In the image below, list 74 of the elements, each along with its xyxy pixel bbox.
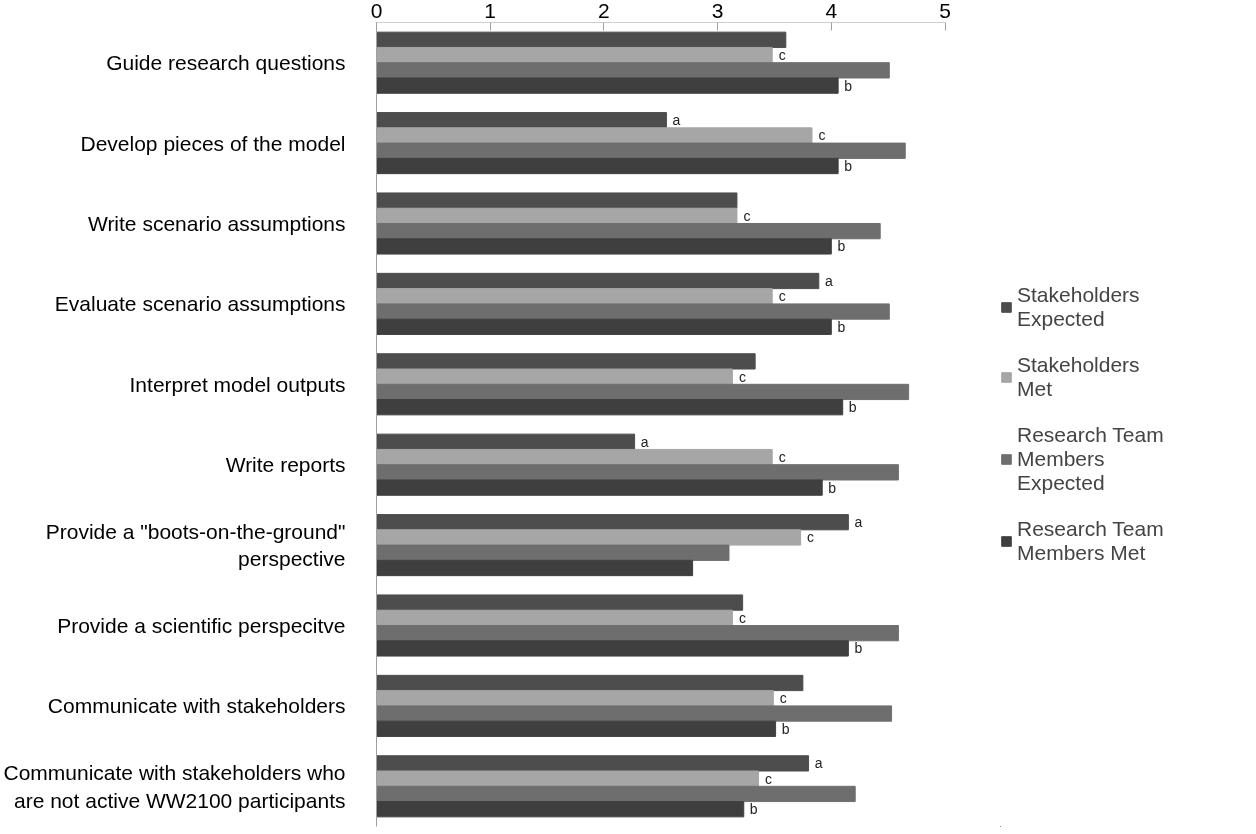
bar <box>376 640 849 657</box>
x-tick-label: 4 <box>825 0 838 22</box>
data-label: b <box>854 640 863 657</box>
legend-label: Research Team Members Met <box>1017 517 1164 565</box>
data-label: a <box>854 514 863 531</box>
bar <box>376 705 893 722</box>
bar <box>376 353 756 370</box>
y-tick-label: Communicate with stakeholders who are not active WW2100 participants <box>3 761 346 812</box>
y-tick-label: Guide research questions <box>106 51 346 75</box>
data-label: c <box>743 207 751 224</box>
data-label: c <box>778 288 786 305</box>
x-tick-label: 5 <box>939 0 951 22</box>
bar <box>376 303 890 320</box>
data-label: a <box>672 112 681 129</box>
bar <box>376 192 738 209</box>
bar <box>376 674 804 692</box>
data-label: c <box>738 368 746 385</box>
data-label: b <box>848 399 857 416</box>
data-label: c <box>778 449 786 466</box>
data-label: c <box>765 770 773 787</box>
y-tick-label: Provide a scientific perspecitve <box>57 614 346 637</box>
data-label: a <box>824 272 833 289</box>
bar <box>376 142 906 159</box>
bar <box>376 464 899 481</box>
bar <box>376 720 777 737</box>
data-label: b <box>837 318 846 335</box>
bar <box>376 801 745 818</box>
y-tick-label: Interpret model outputs <box>129 372 346 396</box>
bar <box>376 514 849 531</box>
data-label: c <box>778 47 786 64</box>
y-tick-label: Communicate with stakeholders <box>47 694 346 718</box>
bar <box>376 238 832 255</box>
bar <box>376 625 899 642</box>
bar <box>376 479 823 496</box>
bar <box>376 157 839 175</box>
data-label: c <box>807 529 815 546</box>
x-tick-label: 1 <box>484 0 497 22</box>
data-label: b <box>844 158 853 175</box>
data-label: b <box>749 801 758 818</box>
bar <box>376 31 787 48</box>
legend-label: Stakeholders Met <box>1017 353 1140 401</box>
bar <box>376 223 881 240</box>
bar <box>376 318 832 335</box>
bar <box>376 594 744 611</box>
data-label: c <box>818 127 826 144</box>
y-tick-label: Provide a "boots-on-the-ground" perspective <box>45 519 346 571</box>
bar <box>376 785 856 803</box>
legend-label: Research Team Members Expected <box>1017 423 1164 495</box>
data-label: b <box>828 479 837 496</box>
bar <box>376 112 667 129</box>
data-label: a <box>640 433 649 450</box>
y-tick-label: Develop pieces of the model <box>80 131 346 155</box>
bar <box>376 383 910 401</box>
bar <box>376 755 810 772</box>
y-tick-label: Write scenario assumptions <box>87 212 346 235</box>
bar <box>376 77 839 94</box>
legend-label: Stakeholders Expected <box>1017 283 1140 331</box>
data-label: a <box>814 755 823 772</box>
bar <box>376 272 820 290</box>
data-label: b <box>844 77 853 94</box>
x-tick-label: 3 <box>711 0 724 22</box>
bar <box>376 399 844 416</box>
x-tick-label: 2 <box>598 0 610 22</box>
bar <box>376 433 636 450</box>
bar <box>376 559 694 577</box>
x-tick-label: 0 <box>370 0 383 22</box>
data-label: b <box>781 720 790 737</box>
bar <box>376 62 890 79</box>
y-tick-label: Evaluate scenario assumptions <box>54 292 346 316</box>
data-label: c <box>779 690 787 707</box>
bar <box>376 544 730 561</box>
data-label: c <box>738 609 746 626</box>
data-label: b <box>837 238 846 255</box>
y-tick-label: Write reports <box>225 453 346 477</box>
